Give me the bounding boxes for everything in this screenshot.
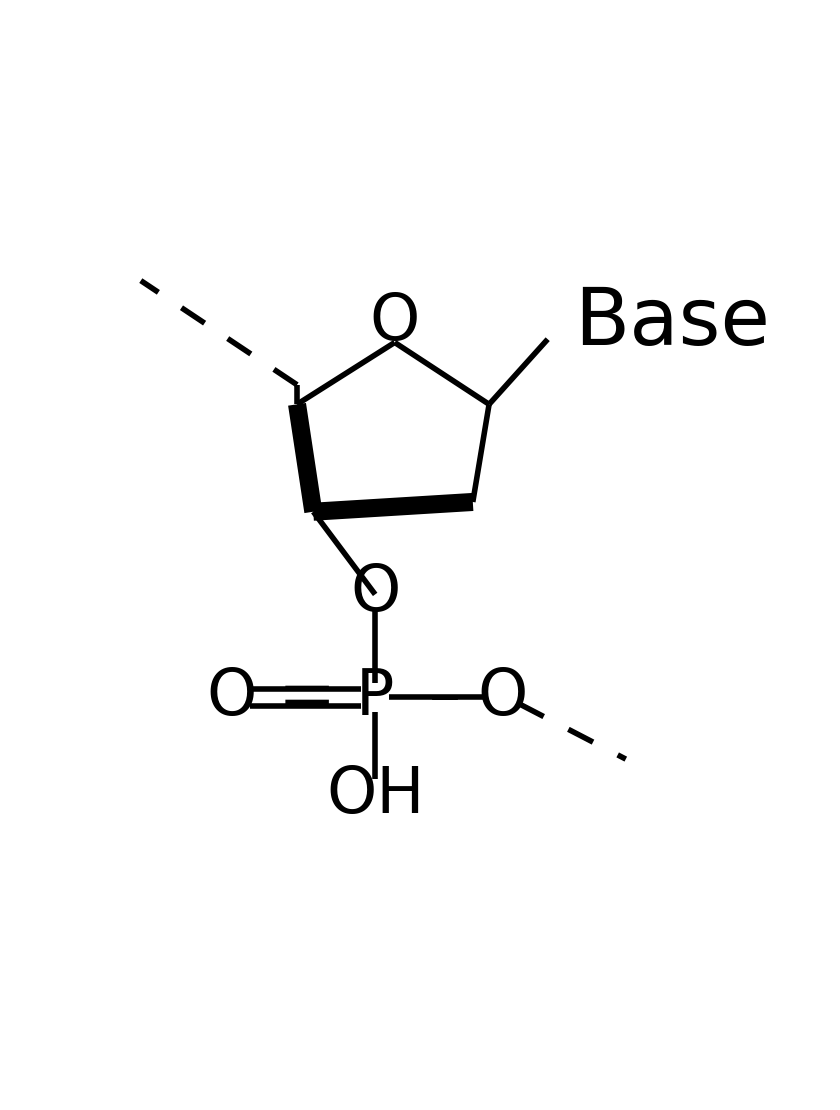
Text: O: O (477, 666, 528, 728)
Text: =: = (278, 664, 336, 730)
Text: O: O (207, 666, 257, 728)
Text: OH: OH (326, 764, 424, 826)
Text: O: O (370, 291, 420, 353)
Text: P: P (356, 666, 394, 728)
Text: Base: Base (574, 284, 769, 362)
Text: O: O (350, 562, 401, 624)
Text: –: – (429, 666, 461, 728)
